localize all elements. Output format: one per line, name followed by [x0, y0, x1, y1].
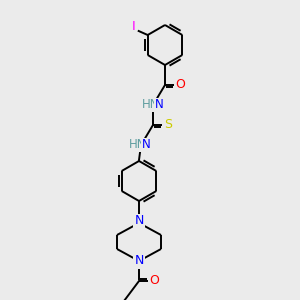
Text: N: N — [155, 98, 164, 112]
Text: S: S — [164, 118, 172, 131]
Text: N: N — [142, 139, 151, 152]
Text: O: O — [149, 274, 159, 287]
Text: N: N — [134, 254, 144, 268]
Text: HN: HN — [142, 98, 160, 112]
Text: HN: HN — [129, 139, 147, 152]
Text: I: I — [132, 20, 136, 34]
Text: O: O — [175, 79, 185, 92]
Text: N: N — [134, 214, 144, 227]
